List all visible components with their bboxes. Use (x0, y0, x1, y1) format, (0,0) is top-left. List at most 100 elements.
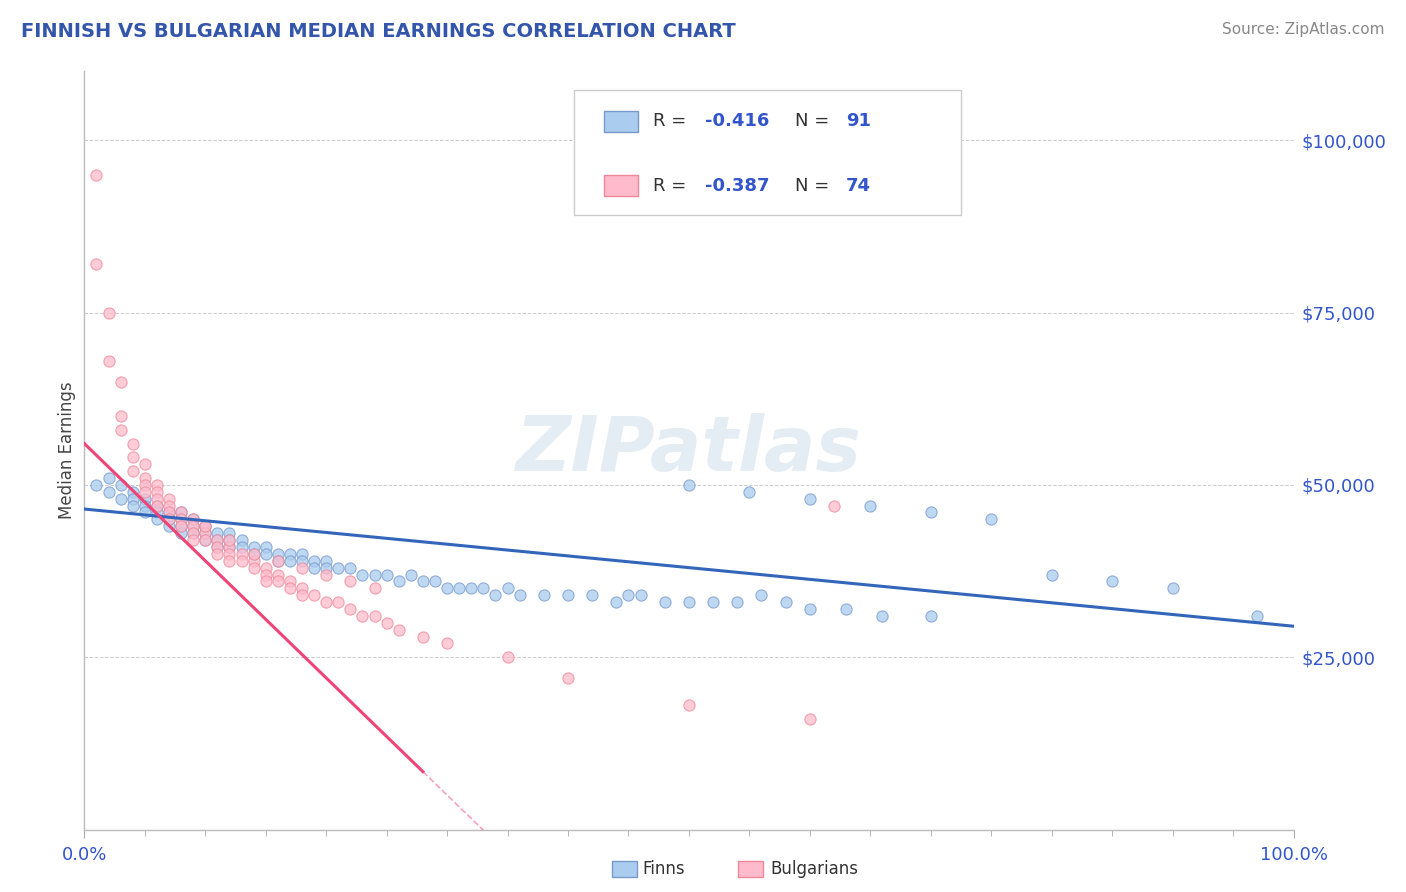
Point (181, 512, 204, 526)
Point (146, 499, 169, 513)
Point (134, 457, 156, 471)
Point (267, 554, 290, 568)
Point (278, 574, 301, 589)
Point (181, 533, 204, 547)
Point (388, 574, 411, 589)
Point (194, 526, 217, 541)
Point (146, 512, 169, 526)
Point (110, 409, 132, 423)
Point (110, 375, 132, 389)
Point (775, 595, 797, 609)
Text: 74: 74 (846, 177, 872, 194)
FancyBboxPatch shape (574, 90, 962, 216)
Point (291, 582, 314, 596)
Text: -0.416: -0.416 (704, 112, 769, 130)
Point (134, 506, 156, 520)
Point (254, 560, 277, 574)
Point (352, 567, 374, 582)
Point (412, 574, 434, 589)
Point (157, 499, 180, 513)
Point (254, 567, 277, 582)
Text: 91: 91 (846, 112, 872, 130)
Point (399, 567, 422, 582)
Point (207, 533, 229, 547)
Point (194, 519, 217, 533)
Point (605, 595, 627, 609)
Point (823, 499, 845, 513)
Point (170, 506, 193, 520)
Point (157, 512, 180, 526)
Point (291, 560, 314, 574)
Point (207, 540, 229, 554)
Point (134, 491, 156, 506)
Point (97, 471, 120, 485)
Point (194, 533, 217, 547)
Point (121, 436, 143, 450)
Point (375, 567, 398, 582)
Point (859, 499, 882, 513)
Point (1161, 582, 1184, 596)
Text: Finns: Finns (643, 860, 685, 878)
Point (267, 567, 290, 582)
Point (170, 506, 193, 520)
Point (181, 526, 204, 541)
Point (134, 471, 156, 485)
Point (157, 506, 180, 520)
Point (207, 526, 229, 541)
Point (157, 506, 180, 520)
Point (170, 526, 193, 541)
Point (496, 582, 519, 596)
Point (449, 582, 471, 596)
Point (146, 499, 169, 513)
Point (872, 608, 894, 623)
Point (363, 567, 385, 582)
Point (170, 519, 193, 533)
Point (388, 623, 411, 637)
Point (315, 560, 337, 574)
Point (157, 491, 180, 506)
Text: R =: R = (652, 177, 692, 194)
Point (86, 478, 108, 492)
Point (170, 512, 193, 526)
Text: R =: R = (652, 112, 692, 130)
Point (339, 602, 361, 616)
Point (231, 540, 253, 554)
Point (339, 560, 361, 574)
Point (617, 588, 640, 602)
Point (799, 491, 821, 506)
Point (278, 582, 301, 596)
Point (678, 478, 700, 492)
Point (254, 547, 277, 561)
Point (121, 484, 143, 499)
Text: -0.387: -0.387 (704, 177, 769, 194)
Point (242, 547, 264, 561)
Point (436, 582, 458, 596)
Point (278, 547, 301, 561)
Point (97, 354, 120, 368)
Point (302, 554, 325, 568)
Point (363, 582, 385, 596)
FancyBboxPatch shape (605, 175, 638, 196)
Point (242, 554, 264, 568)
Point (218, 554, 240, 568)
Point (751, 588, 773, 602)
Point (121, 499, 143, 513)
Point (194, 519, 217, 533)
Point (678, 698, 700, 713)
Point (194, 533, 217, 547)
Point (194, 526, 217, 541)
Point (170, 519, 193, 533)
Point (702, 595, 724, 609)
Point (484, 588, 506, 602)
Text: Bulgarians: Bulgarians (770, 860, 859, 878)
Point (509, 588, 531, 602)
Point (207, 540, 229, 554)
Point (218, 540, 240, 554)
Point (678, 595, 700, 609)
Text: ZIPatlas: ZIPatlas (516, 414, 862, 487)
Point (799, 712, 821, 726)
Point (412, 630, 434, 644)
Point (146, 484, 169, 499)
Point (146, 506, 169, 520)
Point (315, 595, 337, 609)
